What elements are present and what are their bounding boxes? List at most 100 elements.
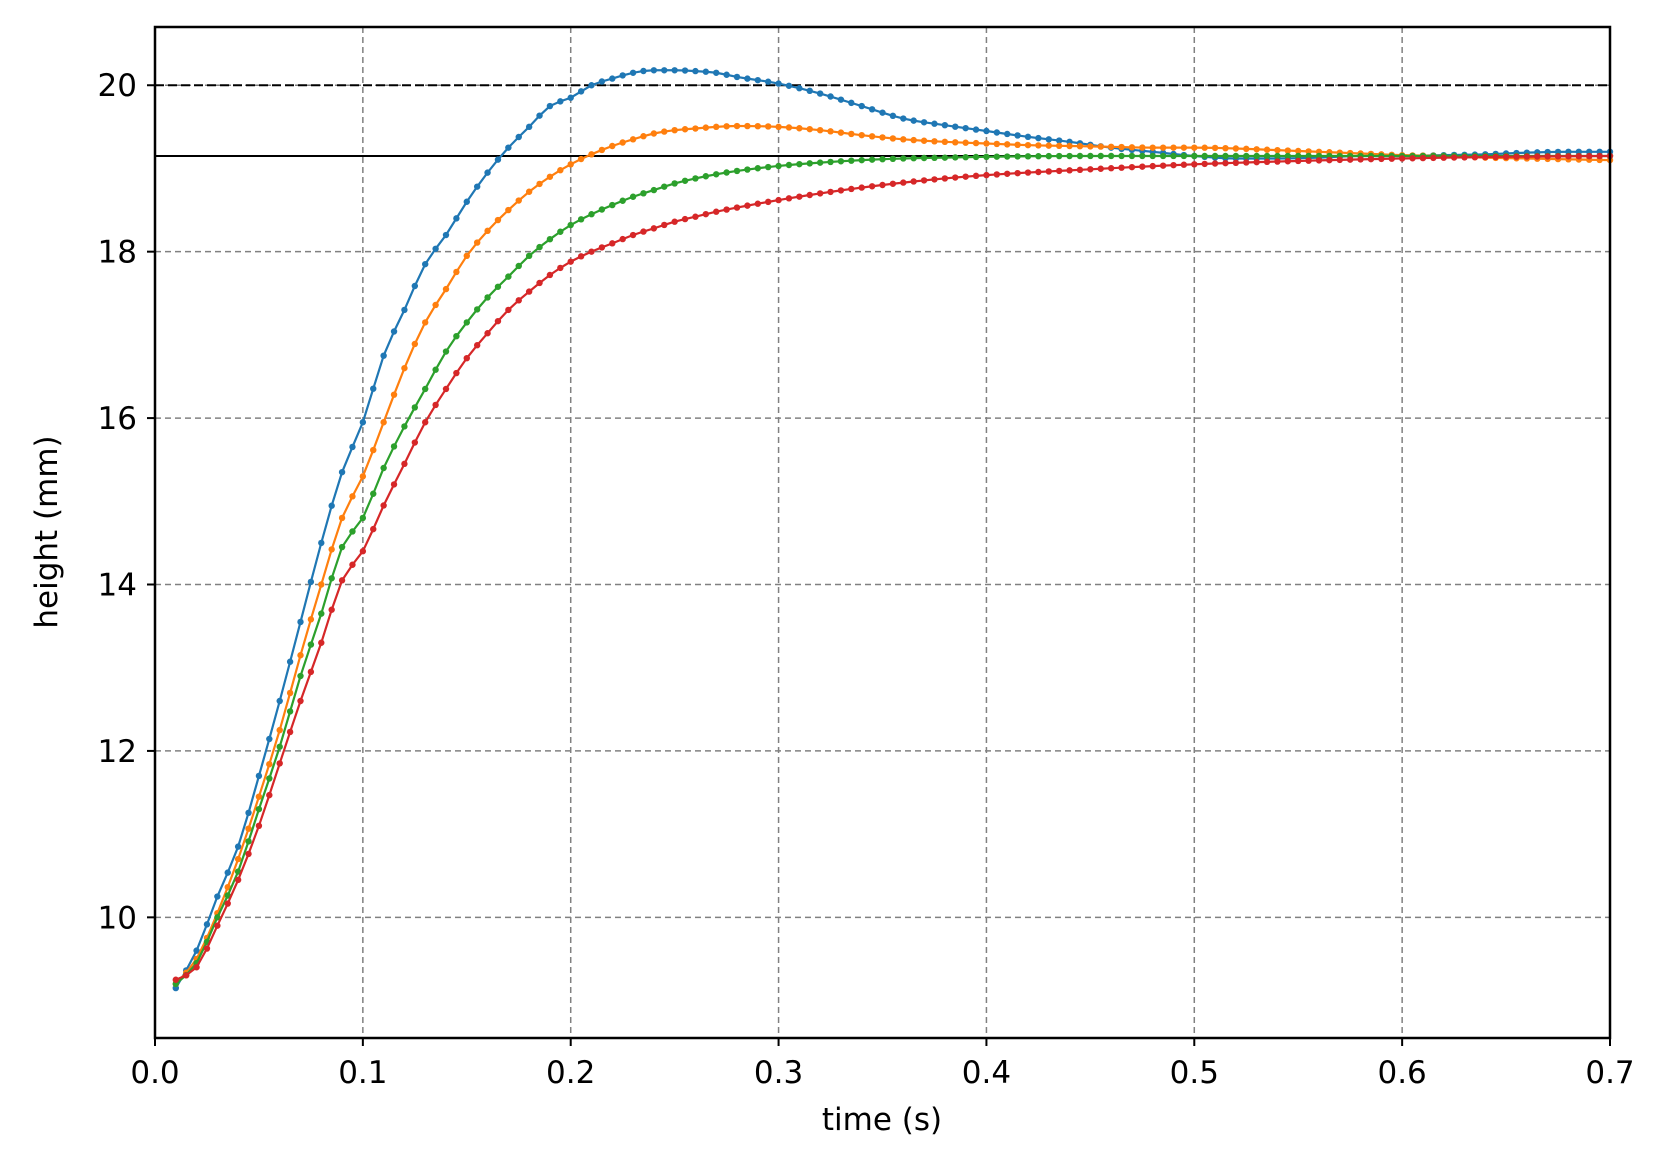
series-1-point bbox=[1055, 137, 1063, 144]
series-2-point bbox=[681, 126, 689, 133]
series-2-point bbox=[650, 130, 658, 137]
series-2-point bbox=[1274, 146, 1281, 154]
series-1-point bbox=[214, 893, 221, 900]
series-4-point bbox=[494, 317, 502, 325]
series-2-point bbox=[411, 340, 419, 348]
series-4-point bbox=[1055, 167, 1063, 175]
series-4-point bbox=[1378, 155, 1385, 163]
series-4-point bbox=[1139, 163, 1146, 170]
series-4-point bbox=[1440, 154, 1447, 161]
series-1-point bbox=[193, 947, 200, 954]
series-3-point bbox=[1035, 153, 1042, 160]
series-2-point bbox=[1263, 146, 1271, 153]
series-3-point bbox=[1149, 152, 1156, 160]
series-2-point bbox=[619, 139, 626, 146]
series-3-point bbox=[1232, 152, 1240, 160]
series-2-point bbox=[1087, 143, 1094, 150]
series-3-point bbox=[276, 743, 283, 750]
series-2-point bbox=[806, 125, 813, 133]
series-4-point bbox=[1388, 155, 1395, 162]
x-tick-label: 0.2 bbox=[546, 1055, 595, 1091]
series-3-point bbox=[744, 166, 751, 173]
series-2-point bbox=[1201, 144, 1208, 151]
series-1-point bbox=[515, 133, 522, 141]
series-2-point bbox=[370, 446, 377, 454]
series-4-point bbox=[567, 258, 574, 265]
series-4-point bbox=[619, 235, 626, 243]
series-1-point bbox=[1004, 130, 1011, 138]
y-tick-label: 12 bbox=[98, 734, 137, 770]
x-axis-label: time (s) bbox=[822, 1102, 942, 1138]
series-3-point bbox=[380, 464, 387, 472]
series-2-point bbox=[972, 139, 980, 147]
series-3-point bbox=[764, 163, 772, 171]
series-1-point bbox=[1045, 136, 1052, 143]
series-3-point bbox=[1222, 152, 1229, 160]
series-1-point bbox=[816, 90, 824, 97]
series-4-point bbox=[1336, 156, 1343, 164]
series-4-point bbox=[1544, 153, 1551, 160]
series-2-point bbox=[858, 131, 865, 139]
series-1-point bbox=[546, 102, 554, 110]
series-2-point bbox=[422, 319, 429, 326]
ticks: 0.0 0.1 0.2 0.3 0.4 0.5 0.6 0.7 10 12 14 16 18 20 bbox=[98, 68, 1635, 1091]
series-2-point bbox=[848, 130, 855, 138]
series-4-point bbox=[1274, 158, 1281, 165]
series-3-point bbox=[349, 528, 356, 535]
series-4-point bbox=[1284, 158, 1292, 165]
series-4-point bbox=[889, 180, 897, 187]
series-4-point bbox=[598, 244, 606, 251]
series-2-point bbox=[713, 123, 720, 131]
series-2-point bbox=[1014, 141, 1021, 148]
series-2-point bbox=[1107, 143, 1115, 151]
series-4-point bbox=[536, 279, 543, 287]
series-2-point bbox=[234, 855, 242, 863]
series-3-point bbox=[359, 514, 367, 522]
series-4-point bbox=[1076, 166, 1084, 174]
series-2-point bbox=[1055, 142, 1063, 149]
series-3-point bbox=[702, 173, 710, 180]
series-4-point bbox=[182, 972, 190, 979]
series-4-point bbox=[1014, 169, 1021, 177]
series-2-point bbox=[629, 136, 637, 143]
series-1-point bbox=[733, 73, 741, 81]
series-3-point bbox=[598, 206, 606, 213]
y-axis-label: height (mm) bbox=[29, 435, 65, 628]
series-4-point bbox=[661, 221, 668, 229]
series-4-point bbox=[525, 288, 533, 295]
series-4-point bbox=[1159, 162, 1167, 169]
series-4-point bbox=[1596, 152, 1603, 160]
series-3-point bbox=[546, 235, 554, 243]
series-3-point bbox=[1253, 152, 1260, 160]
series-1-point bbox=[1024, 133, 1032, 141]
series-4-point bbox=[1461, 154, 1468, 161]
series-1-point bbox=[203, 921, 211, 928]
series-3-point bbox=[879, 156, 886, 163]
series-2-point bbox=[598, 146, 606, 154]
series-1-point bbox=[442, 231, 450, 239]
series-1-point bbox=[567, 94, 574, 101]
series-1-point bbox=[692, 67, 699, 75]
series-3-point bbox=[1284, 152, 1292, 160]
series-4-point bbox=[1263, 158, 1271, 166]
series-1-point bbox=[713, 69, 720, 76]
series-3-point bbox=[473, 306, 481, 313]
series-2-point bbox=[588, 151, 595, 158]
series-3-point bbox=[1097, 152, 1104, 160]
series-2-point bbox=[1118, 143, 1125, 151]
series-3-point bbox=[1159, 152, 1167, 160]
series-4-point bbox=[432, 401, 439, 409]
series-1-point bbox=[868, 106, 876, 113]
series-3-point bbox=[713, 171, 720, 178]
series-2-point bbox=[1076, 143, 1084, 150]
series-2-point bbox=[463, 252, 470, 260]
series-2-point bbox=[640, 133, 647, 140]
series-2-point bbox=[723, 123, 730, 130]
y-tick-label: 20 bbox=[98, 68, 137, 104]
series-1-point bbox=[702, 68, 710, 75]
series-2-point bbox=[1128, 144, 1136, 151]
series-4-point bbox=[1066, 167, 1073, 174]
series-2-point bbox=[494, 216, 502, 224]
series-2-point bbox=[505, 206, 512, 214]
series-4-point bbox=[775, 196, 782, 204]
